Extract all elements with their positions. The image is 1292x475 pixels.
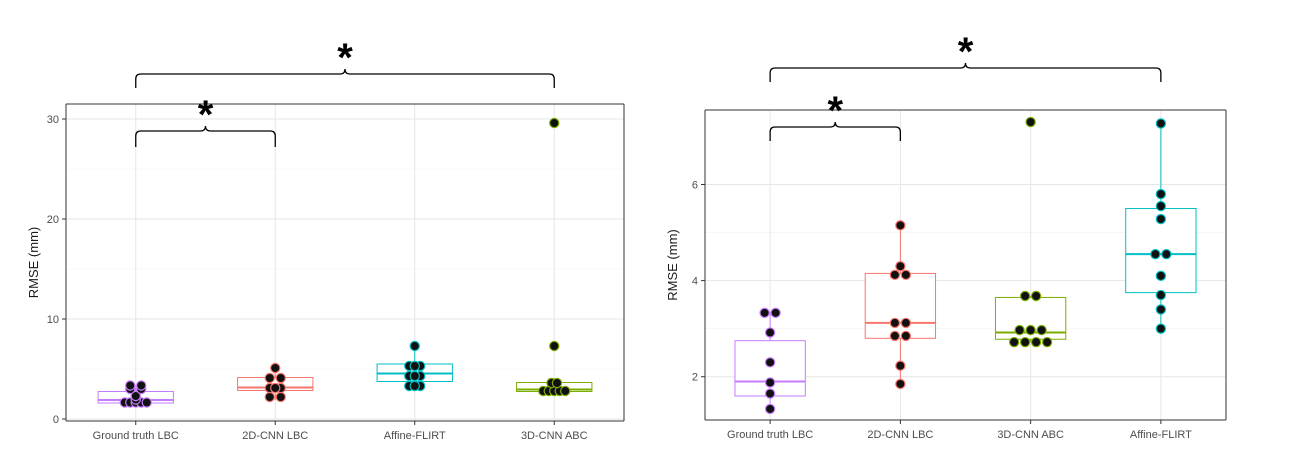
data-point [1155, 304, 1167, 315]
x-tick-label: Affine-FLIRT [1130, 429, 1192, 441]
x-tick-label: Ground truth LBC [727, 429, 813, 441]
data-point [264, 372, 275, 384]
y-tick-label: 6 [692, 179, 698, 191]
data-point [759, 307, 770, 319]
data-point [1161, 248, 1172, 260]
data-point [409, 370, 420, 382]
x-tick-label: 2D-CNN LBC [867, 429, 933, 441]
data-point [1155, 200, 1167, 212]
significance-brace [135, 68, 555, 88]
data-point [125, 380, 136, 391]
y-tick-label: 0 [53, 414, 59, 426]
significance-marker: * [958, 30, 974, 74]
y-tick-label: 10 [47, 314, 59, 326]
box [864, 272, 937, 339]
chart-panel-2: 2 4 6 Ground truth LBC 2D-CNN LBC 3D-CNN ABC A… [665, 30, 1227, 441]
data-point [1155, 270, 1167, 282]
plot-area [66, 104, 624, 421]
data-point [1155, 188, 1167, 200]
data-point [551, 377, 563, 389]
data-point [275, 391, 286, 403]
data-point [136, 380, 147, 391]
data-point [1155, 289, 1167, 301]
data-point [1025, 324, 1036, 336]
data-point [1025, 116, 1036, 128]
data-point [270, 362, 281, 374]
data-point [1008, 336, 1020, 348]
data-point [764, 327, 776, 338]
data-point [764, 388, 776, 399]
data-point [889, 317, 901, 329]
data-point [549, 117, 560, 129]
data-point [1030, 336, 1042, 348]
data-point [900, 317, 912, 329]
data-point [1041, 336, 1053, 348]
data-point [889, 269, 901, 281]
x-tick-label: Affine-FLIRT [384, 430, 446, 442]
data-point [764, 357, 776, 368]
data-point [1019, 336, 1031, 348]
y-tick-label: 20 [47, 214, 59, 226]
data-point [895, 378, 906, 390]
x-tick-label: 2D-CNN LBC [242, 430, 308, 442]
x-tick-label: Ground truth LBC [93, 430, 179, 442]
data-point [764, 377, 776, 388]
data-point [264, 391, 275, 403]
x-tick-label: 3D-CNN ABC [997, 429, 1064, 441]
significance-marker: * [827, 89, 843, 133]
data-point [1014, 324, 1025, 336]
data-point [895, 360, 906, 371]
y-axis-title: RMSE (mm) [26, 227, 41, 299]
data-point [409, 340, 420, 352]
data-point [130, 390, 141, 402]
data-point [549, 340, 560, 352]
y-tick-label: 2 [692, 372, 698, 384]
x-tick-label: 3D-CNN ABC [521, 430, 588, 442]
significance-marker: * [337, 36, 353, 80]
chart-panel-1: 0 10 20 30 Ground truth LBC 2D-CNN LBC Affine-… [26, 36, 625, 442]
data-point [560, 385, 571, 397]
y-axis-title: RMSE (mm) [665, 229, 680, 301]
data-point [1155, 118, 1167, 129]
data-point [895, 220, 906, 231]
data-point [900, 269, 912, 281]
data-point [1155, 323, 1167, 334]
data-point [141, 397, 152, 408]
data-point [764, 403, 776, 415]
data-point [275, 372, 286, 384]
data-point [270, 382, 281, 394]
data-point [1019, 290, 1031, 302]
data-point [1030, 290, 1042, 302]
data-point [409, 360, 420, 372]
data-point [895, 261, 906, 272]
y-tick-label: 30 [47, 114, 59, 126]
significance-brace [769, 121, 902, 141]
significance-marker: * [198, 93, 214, 137]
significance-brace [769, 62, 1162, 82]
y-tick-label: 4 [692, 276, 698, 288]
data-point [1150, 248, 1161, 260]
data-point [770, 307, 781, 319]
data-point [409, 380, 420, 392]
significance-brace [135, 125, 276, 147]
data-point [900, 330, 912, 342]
data-point [1155, 213, 1167, 225]
data-point [1036, 324, 1047, 336]
data-point [889, 330, 901, 342]
